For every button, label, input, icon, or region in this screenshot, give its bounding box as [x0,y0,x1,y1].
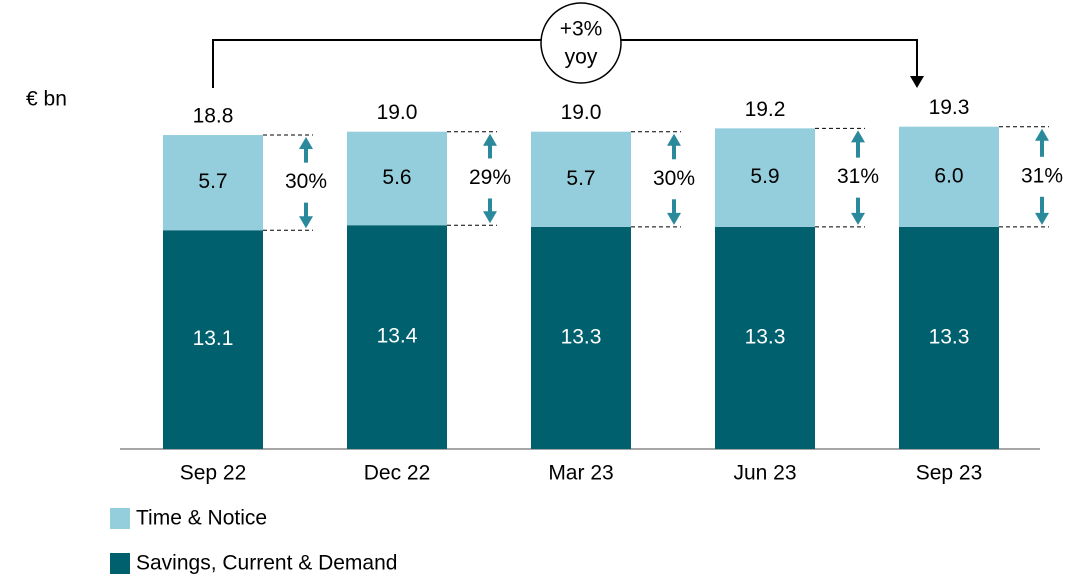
yoy-circle [540,2,622,84]
yoy-label: yoy [565,46,598,69]
segment-label: 5.7 [566,167,595,190]
legend-label: Savings, Current & Demand [136,552,397,575]
x-tick-label: Mar 23 [548,462,613,485]
segment-label: 13.3 [561,325,602,348]
share-arrowhead [1035,212,1049,225]
total-label: 18.8 [193,105,234,128]
share-label: 30% [653,167,695,190]
yoy-arrowhead [910,76,924,88]
total-label: 19.3 [929,96,970,119]
total-label: 19.0 [561,101,602,124]
bar-segment [347,131,447,226]
share-arrowhead [1035,128,1049,141]
unit-label: € bn [26,88,67,111]
total-label: 19.2 [745,98,786,121]
yoy-value: +3% [560,18,603,41]
x-tick-label: Dec 22 [364,462,431,485]
share-label: 31% [837,165,879,188]
segment-label: 5.6 [382,166,411,189]
share-label: 30% [285,170,327,193]
bar-segment [899,226,999,449]
segment-label: 6.0 [934,164,963,187]
segment-label: 13.4 [377,325,418,348]
legend-swatch [110,508,130,529]
share-arrowhead [667,212,681,225]
bar-segment [163,135,263,231]
share-label: 29% [469,166,511,189]
x-tick-label: Sep 22 [180,462,247,485]
segment-label: 13.1 [193,327,234,350]
bar-segment [899,126,999,227]
share-arrowhead [851,130,865,143]
bar-segment [715,128,815,227]
total-label: 19.0 [377,101,418,124]
bar-segment [347,225,447,449]
legend-swatch [110,553,130,574]
x-tick-label: Sep 23 [916,462,983,485]
share-arrowhead [299,137,313,150]
segment-label: 5.7 [198,170,227,193]
segment-label: 5.9 [750,165,779,188]
share-arrowhead [483,211,497,224]
segment-label: 13.3 [929,325,970,348]
share-arrowhead [667,133,681,146]
share-arrowhead [851,212,865,225]
segment-label: 13.3 [745,325,786,348]
share-arrowhead [299,216,313,229]
legend-label: Time & Notice [136,507,267,530]
x-tick-label: Jun 23 [733,462,796,485]
share-arrowhead [483,133,497,146]
share-label: 31% [1021,164,1063,187]
bar-segment [531,226,631,449]
bar-segment [531,131,631,227]
bar-segment [163,230,263,449]
bar-segment [715,226,815,449]
